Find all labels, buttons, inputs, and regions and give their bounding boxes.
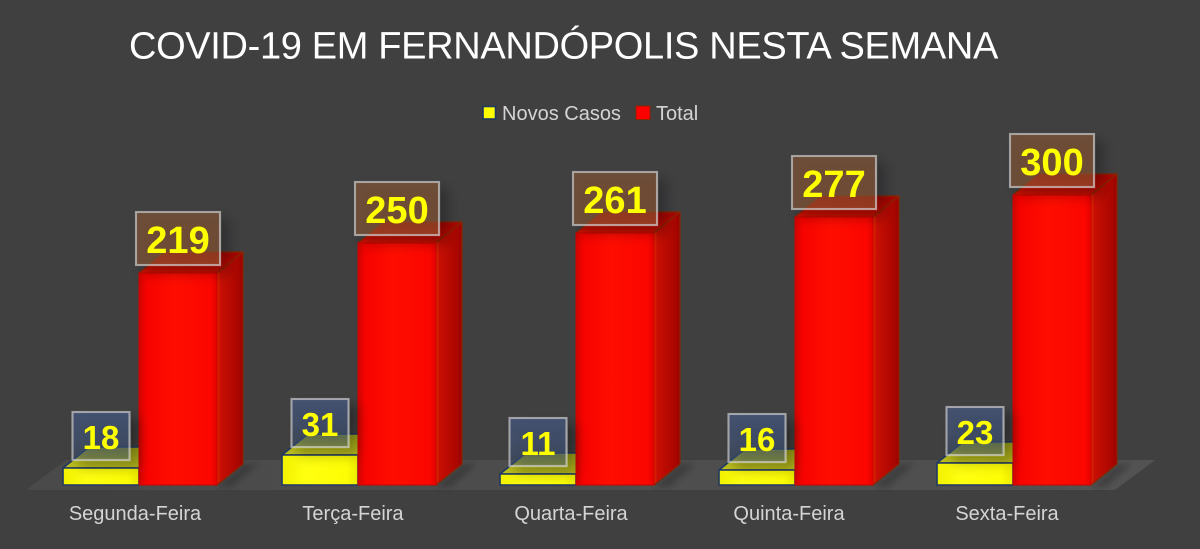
svg-text:250: 250 [365,190,428,232]
svg-text:Terça-Feira: Terça-Feira [302,503,404,525]
svg-text:300: 300 [1020,142,1083,184]
svg-text:219: 219 [146,220,209,262]
svg-text:16: 16 [739,421,776,458]
svg-text:11: 11 [521,425,556,462]
svg-text:COVID-19 EM FERNANDÓPOLIS NEST: COVID-19 EM FERNANDÓPOLIS NESTA SEMANA [129,25,999,68]
svg-text:23: 23 [957,414,994,451]
svg-text:18: 18 [83,419,120,456]
svg-text:Total: Total [656,103,698,125]
svg-text:261: 261 [583,180,646,222]
svg-text:Novos Casos: Novos Casos [502,103,621,125]
svg-text:Sexta-Feira: Sexta-Feira [955,503,1059,525]
svg-text:Segunda-Feira: Segunda-Feira [69,503,202,525]
svg-text:Quinta-Feira: Quinta-Feira [733,503,845,525]
svg-text:Quarta-Feira: Quarta-Feira [514,503,628,525]
svg-text:277: 277 [802,164,865,206]
svg-text:31: 31 [302,406,339,443]
